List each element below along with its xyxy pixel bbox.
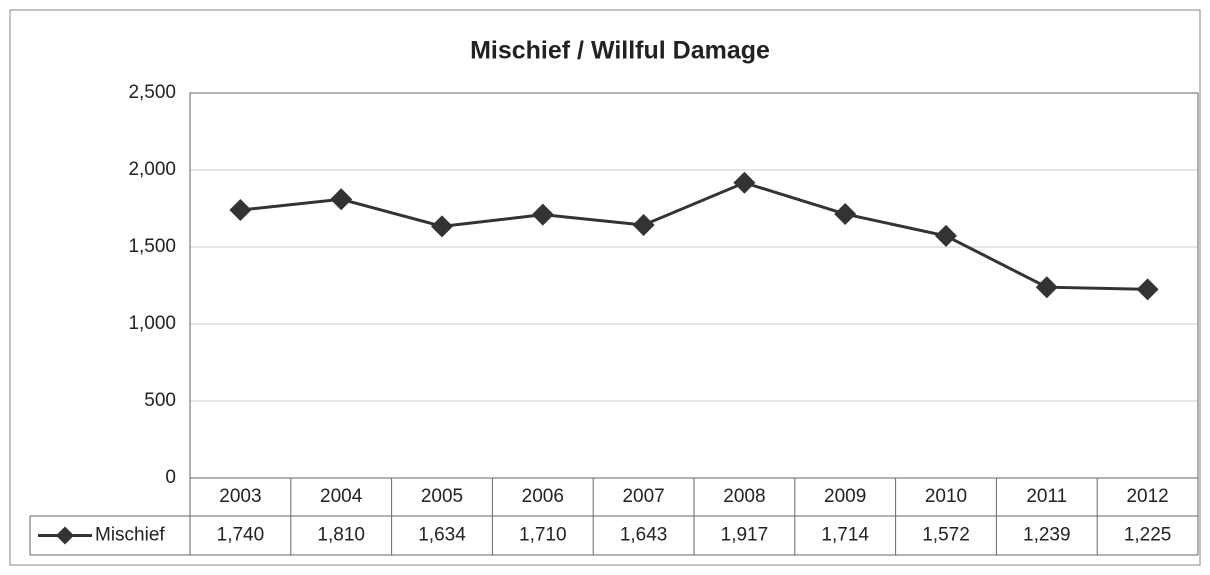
data-table-value: 1,239 (1023, 525, 1071, 546)
marker (733, 171, 756, 194)
x-tick-label: 2004 (320, 486, 363, 507)
legend-label: Mischief (95, 525, 165, 546)
marker (1035, 276, 1058, 299)
marker (1136, 278, 1159, 301)
data-table-value: 1,710 (519, 525, 567, 546)
legend-marker (56, 526, 74, 545)
y-tick-label: 1,500 (128, 236, 176, 257)
x-tick-label: 2012 (1126, 486, 1168, 507)
marker (834, 203, 857, 226)
marker (935, 224, 957, 247)
data-table-value: 1,740 (217, 525, 265, 546)
data-table-value: 1,225 (1124, 525, 1172, 546)
x-tick-label: 2011 (1026, 486, 1067, 507)
x-tick-label: 2003 (219, 486, 261, 507)
y-tick-label: 1,000 (128, 313, 176, 334)
x-tick-label: 2008 (723, 486, 765, 507)
x-tick-label: 2006 (522, 486, 564, 507)
y-tick-label: 0 (165, 467, 176, 488)
marker (531, 203, 554, 226)
data-table-value: 1,643 (620, 525, 668, 546)
x-tick-label: 2010 (925, 486, 967, 507)
marker (431, 215, 453, 238)
marker (229, 199, 252, 222)
data-table-value: 1,714 (821, 525, 869, 546)
marker (632, 213, 655, 236)
chart-frame (9, 9, 1201, 566)
x-tick-label: 2009 (824, 486, 866, 507)
marker (330, 188, 353, 211)
data-table-value: 1,917 (721, 525, 769, 546)
y-tick-label: 2,500 (128, 82, 176, 103)
y-tick-label: 500 (144, 390, 176, 411)
chart-title: Mischief / Willful Damage (470, 37, 770, 65)
data-table-value: 1,634 (418, 525, 466, 546)
data-table-value: 1,810 (317, 525, 365, 546)
y-tick-label: 2,000 (128, 159, 176, 180)
data-table-value: 1,572 (922, 525, 970, 546)
x-tick-label: 2005 (421, 486, 463, 507)
x-tick-label: 2007 (622, 486, 664, 507)
series-line (240, 181, 1148, 291)
